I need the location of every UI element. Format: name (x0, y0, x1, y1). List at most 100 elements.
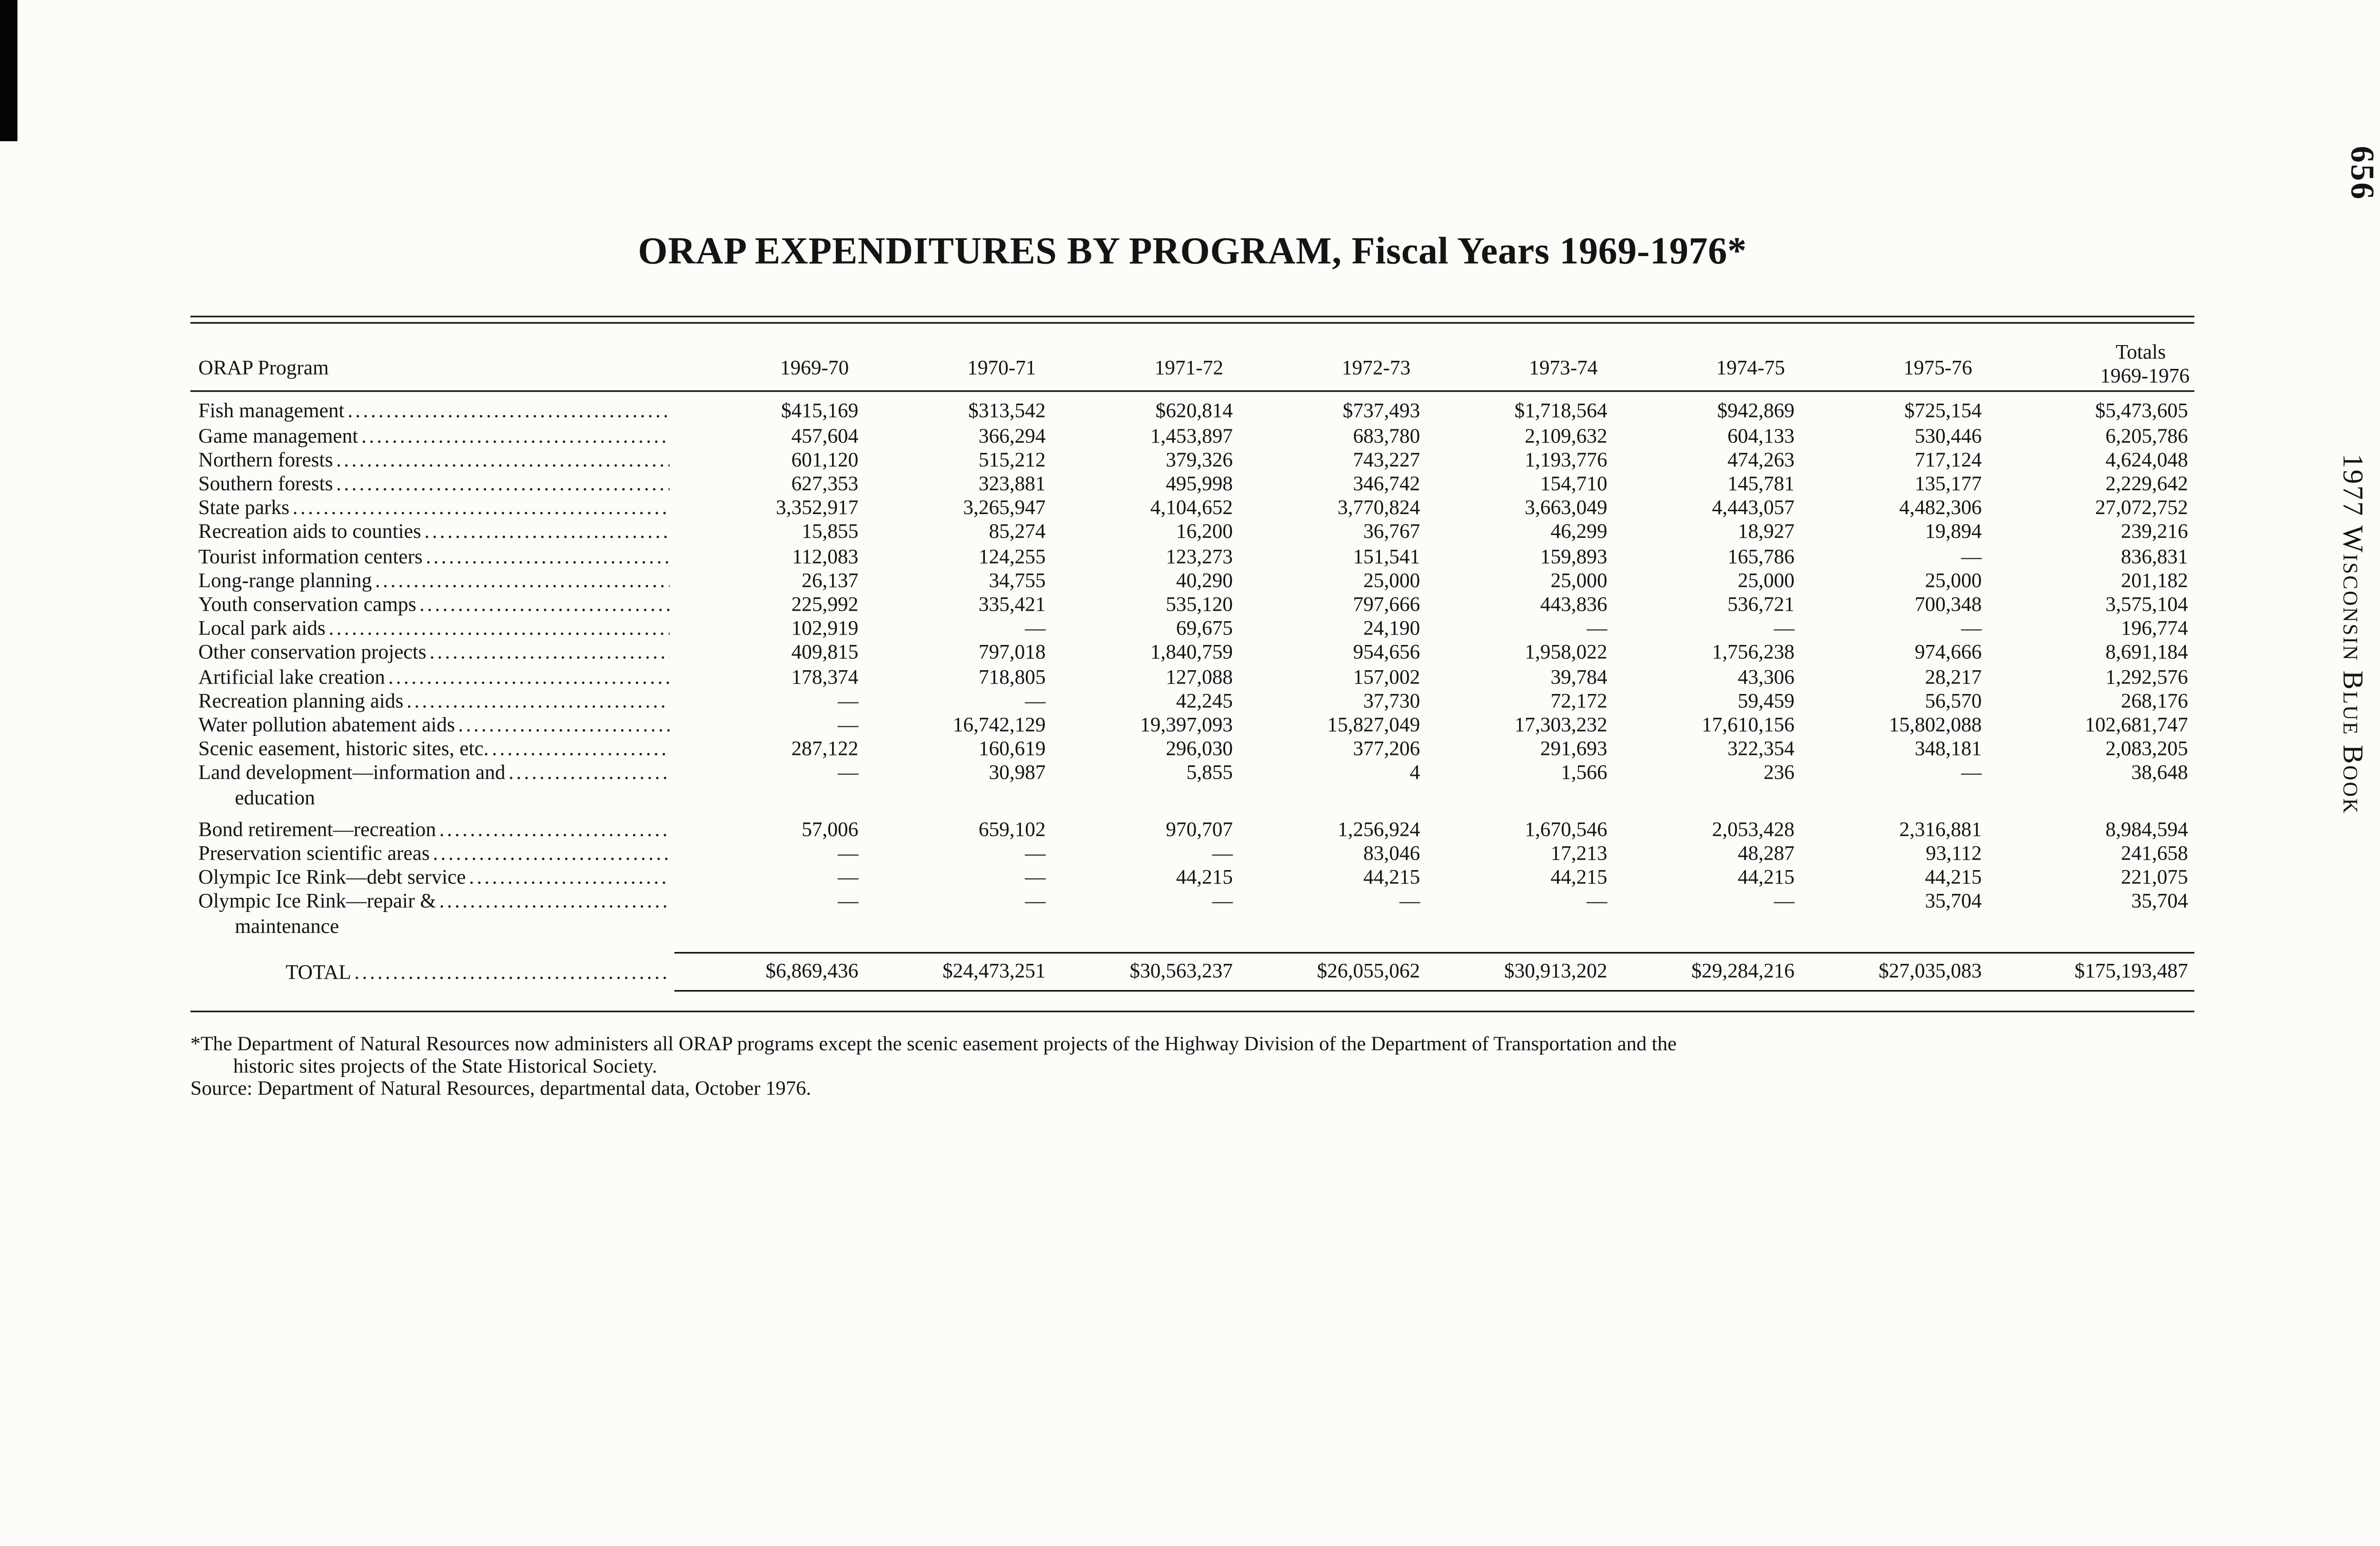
footnote-line1: *The Department of Natural Resources now… (190, 1032, 1677, 1055)
value-cell: $26,055,062 (1317, 959, 1420, 983)
table-row: Other conservation projects 409,815 797,01… (190, 640, 2194, 664)
value-cell: 515,212 (978, 447, 1046, 471)
value-cell: 3,352,917 (775, 495, 859, 519)
value-cell: — (837, 889, 859, 913)
value-cell: 683,780 (1353, 423, 1420, 447)
value-cell: 836,831 (2121, 544, 2188, 568)
value-cell: 627,353 (791, 471, 859, 495)
value-cell: — (837, 712, 859, 736)
value-cell: 797,666 (1353, 592, 1420, 616)
value-cell: 42,245 (1176, 688, 1233, 713)
value-cell: 659,102 (978, 817, 1046, 841)
dot-leader (466, 865, 670, 889)
value-cell: 3,265,947 (963, 495, 1046, 519)
table-row: Tourist information centers 112,083 124,25… (190, 544, 2194, 568)
table-row: Local park aids 102,919 — 69,675 24,190 — — — 19… (190, 616, 2194, 640)
value-cell: 970,707 (1166, 817, 1233, 841)
table-rule-top (190, 316, 2194, 325)
value-cell: 17,213 (1550, 841, 1607, 865)
value-cell: 28,217 (1925, 664, 1982, 688)
value-cell: $30,563,237 (1130, 959, 1233, 983)
table-row: Land development—information and — 30,987 5… (190, 761, 2194, 809)
running-head: 1977 Wisconsin Blue Book (2337, 454, 2369, 815)
value-cell: 495,998 (1166, 471, 1233, 495)
total-row: TOTAL $6,869,436 $24,473,251 $30,563,237 $2… (190, 951, 2194, 991)
value-cell: 157,002 (1353, 664, 1420, 688)
value-cell: 15,855 (802, 519, 859, 544)
value-cell: 145,781 (1727, 471, 1795, 495)
value-cell: 39,784 (1550, 664, 1607, 688)
value-cell: $415,169 (781, 398, 859, 423)
program-label: Tourist information centers (190, 544, 674, 568)
value-cell: — (1212, 889, 1233, 913)
value-cell: 604,133 (1727, 423, 1795, 447)
page-number: 656 (2343, 146, 2380, 201)
value-cell: 530,446 (1914, 423, 1982, 447)
value-cell: 4,482,306 (1899, 495, 1982, 519)
value-cell: 19,894 (1925, 519, 1982, 544)
dot-leader (333, 471, 670, 496)
dot-leader (426, 640, 670, 664)
page-title: ORAP EXPENDITURES BY PROGRAM, Fiscal Yea… (638, 231, 1747, 273)
value-cell: 296,030 (1166, 736, 1233, 761)
value-cell: 57,006 (802, 817, 859, 841)
table-row: State parks 3,352,917 3,265,947 4,104,652 3,… (190, 496, 2194, 520)
value-cell: 25,000 (1925, 567, 1982, 592)
value-cell: 83,046 (1363, 841, 1420, 865)
table-rule-bottom (190, 1010, 2194, 1012)
value-cell: $6,869,436 (765, 959, 859, 983)
column-header-year: 1974-75 (1716, 356, 1785, 380)
total-values: $6,869,436 $24,473,251 $30,563,237 $26,055,… (674, 951, 2194, 991)
value-cell: — (1774, 889, 1795, 913)
value-cell: 1,453,897 (1150, 423, 1233, 447)
value-cell: $313,542 (968, 398, 1046, 423)
value-cell: 25,000 (1737, 567, 1795, 592)
value-cell: — (1025, 688, 1046, 713)
value-cell: — (837, 841, 859, 865)
program-label: Olympic Ice Rink—repair & (190, 889, 674, 913)
table-row: Preservation scientific areas — — — 83,046 17… (190, 841, 2194, 865)
table-row: Olympic Ice Rink—repair & — — — — — — 35,704 35,… (190, 889, 2194, 937)
value-cell: 700,348 (1914, 592, 1982, 616)
value-cell: 1,256,924 (1337, 817, 1420, 841)
value-cell: 43,306 (1737, 664, 1795, 688)
value-cell: 2,316,881 (1899, 817, 1982, 841)
column-header-program: ORAP Program (198, 356, 329, 380)
program-label: Artificial lake creation (190, 664, 674, 688)
table-row: Youth conservation camps 225,992 335,421 53… (190, 592, 2194, 616)
program-label: Land development—information and (190, 761, 674, 785)
column-header-year: 1972-73 (1341, 356, 1411, 380)
value-cell: 35,704 (1925, 889, 1982, 913)
value-cell: 348,181 (1914, 736, 1982, 761)
table-row: Artificial lake creation 178,374 718,805 12… (190, 664, 2194, 688)
value-cell: 335,421 (978, 592, 1046, 616)
program-label: Northern forests (190, 447, 674, 471)
value-cell: 4,104,652 (1150, 495, 1233, 519)
value-cell: 201,182 (2121, 567, 2188, 592)
value-cell: 241,658 (2121, 841, 2188, 865)
program-label: Youth conservation camps (190, 592, 674, 616)
dot-leader (333, 447, 669, 471)
value-cell: 160,619 (978, 736, 1046, 761)
value-cell: 127,088 (1166, 664, 1233, 688)
dot-leader (351, 959, 670, 983)
table-row: Recreation planning aids — — 42,245 37,730 72… (190, 688, 2194, 713)
value-cell: 2,053,428 (1712, 817, 1795, 841)
value-cell: 26,137 (802, 567, 859, 592)
value-cell: 102,681,747 (2084, 712, 2188, 736)
value-cell: 346,742 (1353, 471, 1420, 495)
value-cell: — (1212, 841, 1233, 865)
program-label: Recreation aids to counties (190, 519, 674, 544)
table-header-row: ORAP Program 1969-70 1970-71 1971-72 197… (190, 324, 2194, 391)
value-cell: $27,035,083 (1878, 959, 1982, 983)
value-cell: 46,299 (1550, 519, 1607, 544)
dot-leader (436, 889, 670, 913)
value-cell: 797,018 (978, 640, 1046, 664)
value-cell: 366,294 (978, 423, 1046, 447)
dot-leader (506, 761, 670, 785)
dot-leader (345, 399, 670, 423)
value-cell: 323,881 (978, 471, 1046, 495)
value-cell: 1,566 (1561, 761, 1607, 785)
footnotes: *The Department of Natural Resources now… (190, 1033, 2205, 1100)
